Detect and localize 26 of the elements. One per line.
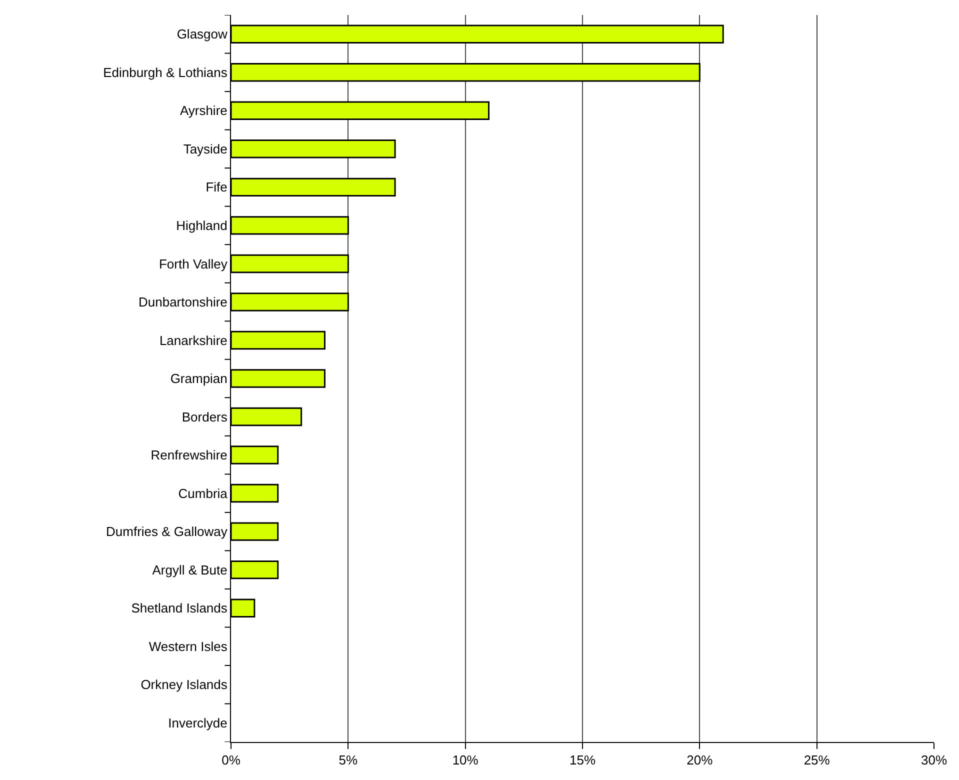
y-tick-label: Borders: [182, 409, 228, 424]
x-tick-label: 10%: [452, 752, 479, 768]
x-tick-label: 0%: [222, 752, 241, 768]
y-tick-label: Orkney Islands: [140, 677, 228, 692]
y-tick-label: Tayside: [183, 141, 228, 156]
x-tick-label: 25%: [804, 752, 830, 768]
x-tick-label: 30%: [920, 752, 948, 768]
y-tick-label: Glasgow: [176, 26, 228, 42]
y-tick-label: Renfrewshire: [150, 448, 228, 463]
y-tick-label: Western Isles: [148, 638, 228, 654]
y-tick-label: Ayrshire: [180, 103, 228, 118]
x-tick-label: 5%: [338, 752, 358, 768]
y-tick-label: Dumfries & Galloway: [106, 524, 228, 540]
y-tick-label: Inverclyde: [168, 715, 228, 730]
y-tick-label: Argyll & Bute: [152, 562, 228, 578]
y-tick-label: Lanarkshire: [159, 332, 228, 348]
y-tick-label: Forth Valley: [158, 256, 228, 272]
x-tick-label: 15%: [569, 752, 596, 768]
y-tick-label: Highland: [176, 218, 228, 233]
y-tick-label: Dunbartonshire: [138, 294, 228, 310]
y-tick-label: Grampian: [170, 371, 228, 386]
y-tick-label: Shetland Islands: [131, 600, 228, 616]
x-tick-label: 20%: [686, 752, 714, 768]
y-tick-label: Edinburgh & Lothians: [103, 64, 228, 80]
y-tick-label: Fife: [206, 180, 228, 195]
y-tick-label: Cumbria: [178, 486, 228, 501]
